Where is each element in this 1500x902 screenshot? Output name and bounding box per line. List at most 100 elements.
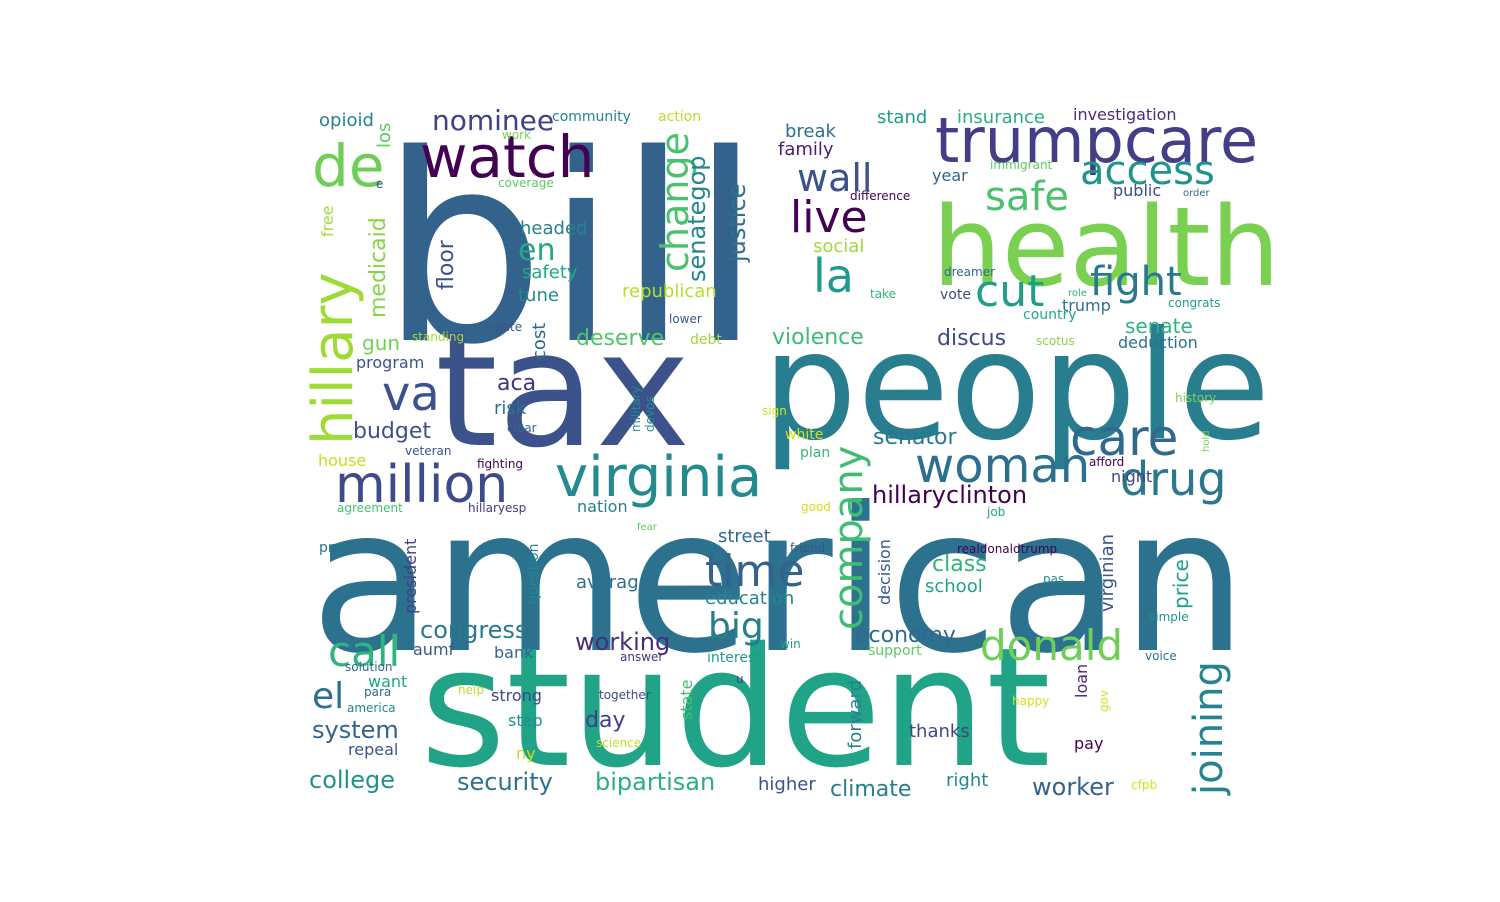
word-pay: pay <box>1074 734 1103 753</box>
word-action: action <box>658 109 701 125</box>
word-la: la <box>813 249 854 303</box>
word-budget: budget <box>353 419 431 444</box>
word-pas: pas <box>1043 572 1064 586</box>
word-insurance: insurance <box>957 107 1045 128</box>
word-together: together <box>599 688 651 702</box>
word-virginia: virginia <box>555 445 762 510</box>
word-deserve: deserve <box>576 326 664 351</box>
word-support: support <box>868 643 922 659</box>
word-hillary: hillary <box>301 272 366 445</box>
word-safe: safe <box>985 174 1069 220</box>
word-history: history <box>1175 391 1216 405</box>
word-aca: aca <box>497 371 536 396</box>
word-bank: bank <box>494 643 534 662</box>
word-security: security <box>457 768 553 796</box>
word-right: right <box>946 770 988 791</box>
word-system: system <box>312 716 399 744</box>
word-family: family <box>778 139 834 160</box>
word-happy: happy <box>1012 694 1049 708</box>
word-wall: wall <box>797 156 872 200</box>
word-bill: bill <box>380 100 762 402</box>
word-average: average <box>576 572 650 593</box>
word-college: college <box>309 766 395 794</box>
word-voice: voice <box>1145 649 1177 663</box>
word-strong: strong <box>491 686 542 705</box>
word-people: people <box>762 300 1270 474</box>
word-lower: lower <box>669 312 702 326</box>
word-realdonaldtrump: realdonaldtrump <box>957 542 1057 556</box>
word-joining: joining <box>1186 661 1232 796</box>
word-veteran: veteran <box>405 444 451 458</box>
word-access: access <box>1080 148 1215 194</box>
word-repeal: repeal <box>348 740 398 759</box>
word-senate: senate <box>1125 314 1193 338</box>
word-create: create <box>484 320 522 334</box>
word-change: change <box>653 132 697 272</box>
word-time: time <box>705 546 804 597</box>
word-gun: gun <box>362 331 400 355</box>
word-standing: standing <box>412 330 464 344</box>
word-american: american <box>310 465 1248 698</box>
word-medicaid: medicaid <box>366 217 391 318</box>
word-house: house <box>318 451 366 470</box>
word-gov: gov <box>1097 690 1111 712</box>
word-dreamer: dreamer <box>944 265 995 279</box>
word-hold: hold <box>1201 430 1212 452</box>
word-education: education <box>705 588 794 609</box>
word-safety: safety <box>522 262 578 283</box>
word-aumf: aumf <box>413 640 455 659</box>
word-step: step <box>508 711 543 730</box>
word-care: care <box>1070 409 1178 467</box>
word-worker: worker <box>1032 773 1114 801</box>
word-risk: risk <box>494 398 527 419</box>
word-drug: drug <box>1120 452 1226 506</box>
word-loan: loan <box>1072 664 1091 698</box>
word-good: good <box>801 500 831 514</box>
word-u: u <box>736 672 744 686</box>
word-white: white <box>785 427 823 443</box>
word-trumpcare: trumpcare <box>935 104 1258 177</box>
word-senator: senator <box>873 425 958 450</box>
word-clear: clear <box>507 421 537 435</box>
word-congrats: congrats <box>1168 296 1220 310</box>
word-difference: difference <box>850 189 910 203</box>
word-program: program <box>356 353 424 372</box>
word-vote: vote <box>940 287 971 303</box>
word-hillaryesp: hillaryesp <box>468 501 526 515</box>
word-america: america <box>347 701 396 715</box>
word-senategop: senategop <box>683 155 711 282</box>
word-discus: discus <box>937 326 1006 351</box>
word-million: million <box>335 455 508 515</box>
word-deduction: deduction <box>1118 333 1198 352</box>
word-class: class <box>932 552 987 577</box>
word-en: en <box>518 233 555 268</box>
word-call: call <box>328 627 400 676</box>
word-take: take <box>870 287 896 301</box>
word-republican: republican <box>622 281 717 302</box>
word-community: community <box>552 109 631 125</box>
word-answer: answer <box>620 650 663 664</box>
word-country: country <box>1023 307 1077 323</box>
word-los: los <box>374 123 395 148</box>
word-fear: fear <box>637 522 658 533</box>
word-night: night <box>1111 467 1152 486</box>
word-working: working <box>575 628 670 656</box>
word-economy: economy <box>855 623 956 648</box>
word-floor: floor <box>434 239 459 290</box>
word-el: el <box>312 676 344 717</box>
word-break: break <box>785 121 837 142</box>
word-e: e <box>376 177 383 191</box>
word-price: price <box>1169 559 1193 609</box>
word-protect: protect <box>319 540 370 556</box>
word-coverage: coverage <box>498 176 554 190</box>
word-street: street <box>718 526 771 547</box>
word-justice: justice <box>723 184 751 263</box>
word-cost: cost <box>529 323 550 360</box>
word-investigation: investigation <box>1073 105 1177 124</box>
word-president: president <box>401 539 420 614</box>
word-scotus: scotus <box>1036 334 1075 348</box>
word-win: win <box>780 637 801 651</box>
word-congress: congress <box>420 616 527 644</box>
word-virginian: virginian <box>1097 534 1118 612</box>
